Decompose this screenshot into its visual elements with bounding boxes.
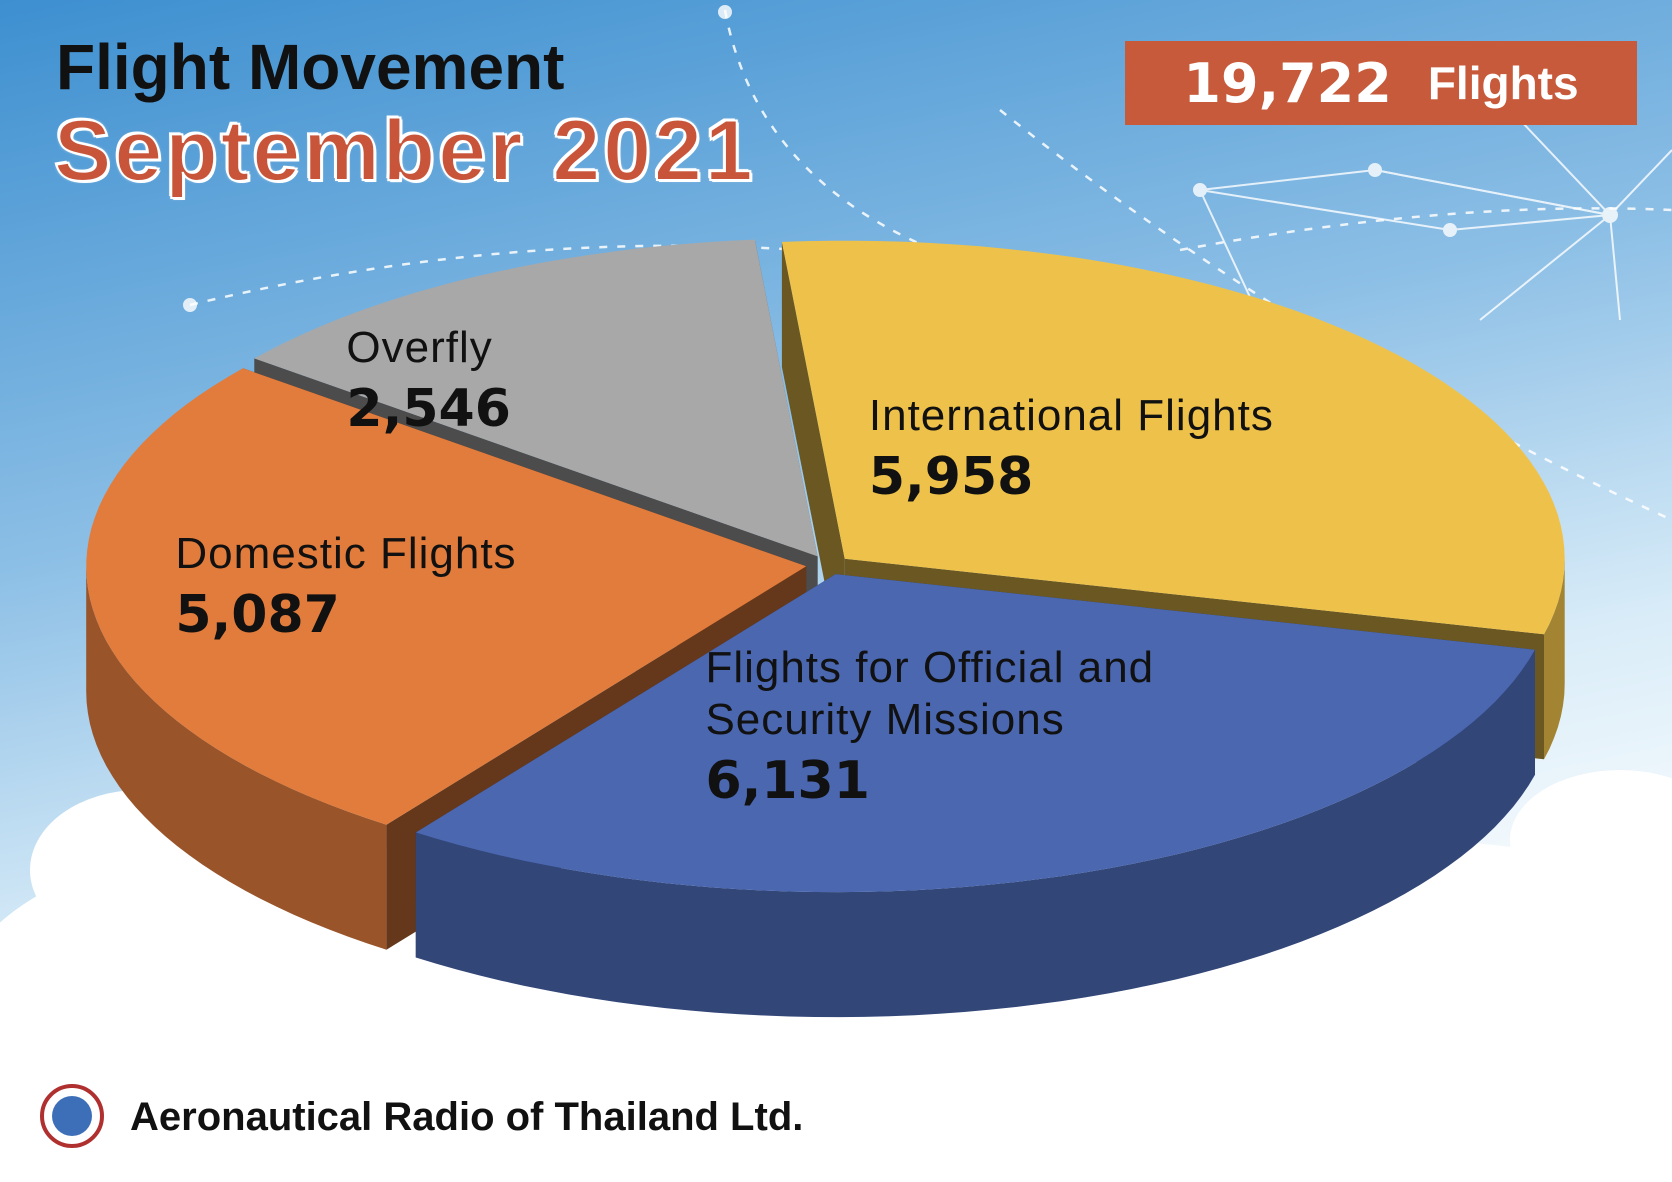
slice <box>415 574 1535 893</box>
pie <box>86 239 1565 1018</box>
slice-label: International Flights 5,958 <box>869 390 1389 512</box>
total-box: 19,722 Flights <box>1125 41 1637 125</box>
chart-subtitle: September 2021 <box>53 102 756 200</box>
value-label: 5,958 <box>868 447 1034 507</box>
total-value: 19,722 <box>1183 51 1392 115</box>
value-label: 2,546 <box>346 378 511 439</box>
slice <box>254 239 818 557</box>
slice <box>86 368 807 825</box>
category-label: International Flights <box>868 391 1274 440</box>
slice-label: Flights for Official and Security Missio… <box>705 642 1225 816</box>
slice-cut-face <box>781 241 845 684</box>
category-label: Flights for Official and Security Missio… <box>705 643 1155 745</box>
slice <box>781 240 1565 635</box>
slice-label: Overfly 2,546 <box>346 322 866 444</box>
slice-side <box>1544 558 1565 760</box>
slice-side <box>415 649 1535 1018</box>
logo <box>40 1084 104 1148</box>
category-label: Domestic Flights <box>175 529 517 579</box>
slice-label: Domestic Flights 5,087 <box>175 528 695 650</box>
total-unit: Flights <box>1427 57 1579 109</box>
category-label: Overfly <box>346 322 493 372</box>
value-label: 5,087 <box>175 585 340 646</box>
network-lines <box>183 5 1672 341</box>
chart-title: Flight Movement <box>56 31 565 103</box>
slice-side <box>86 566 387 950</box>
footer: Aeronautical Radio of Thailand Ltd. <box>130 1095 804 1139</box>
value-label: 6,131 <box>705 751 870 812</box>
